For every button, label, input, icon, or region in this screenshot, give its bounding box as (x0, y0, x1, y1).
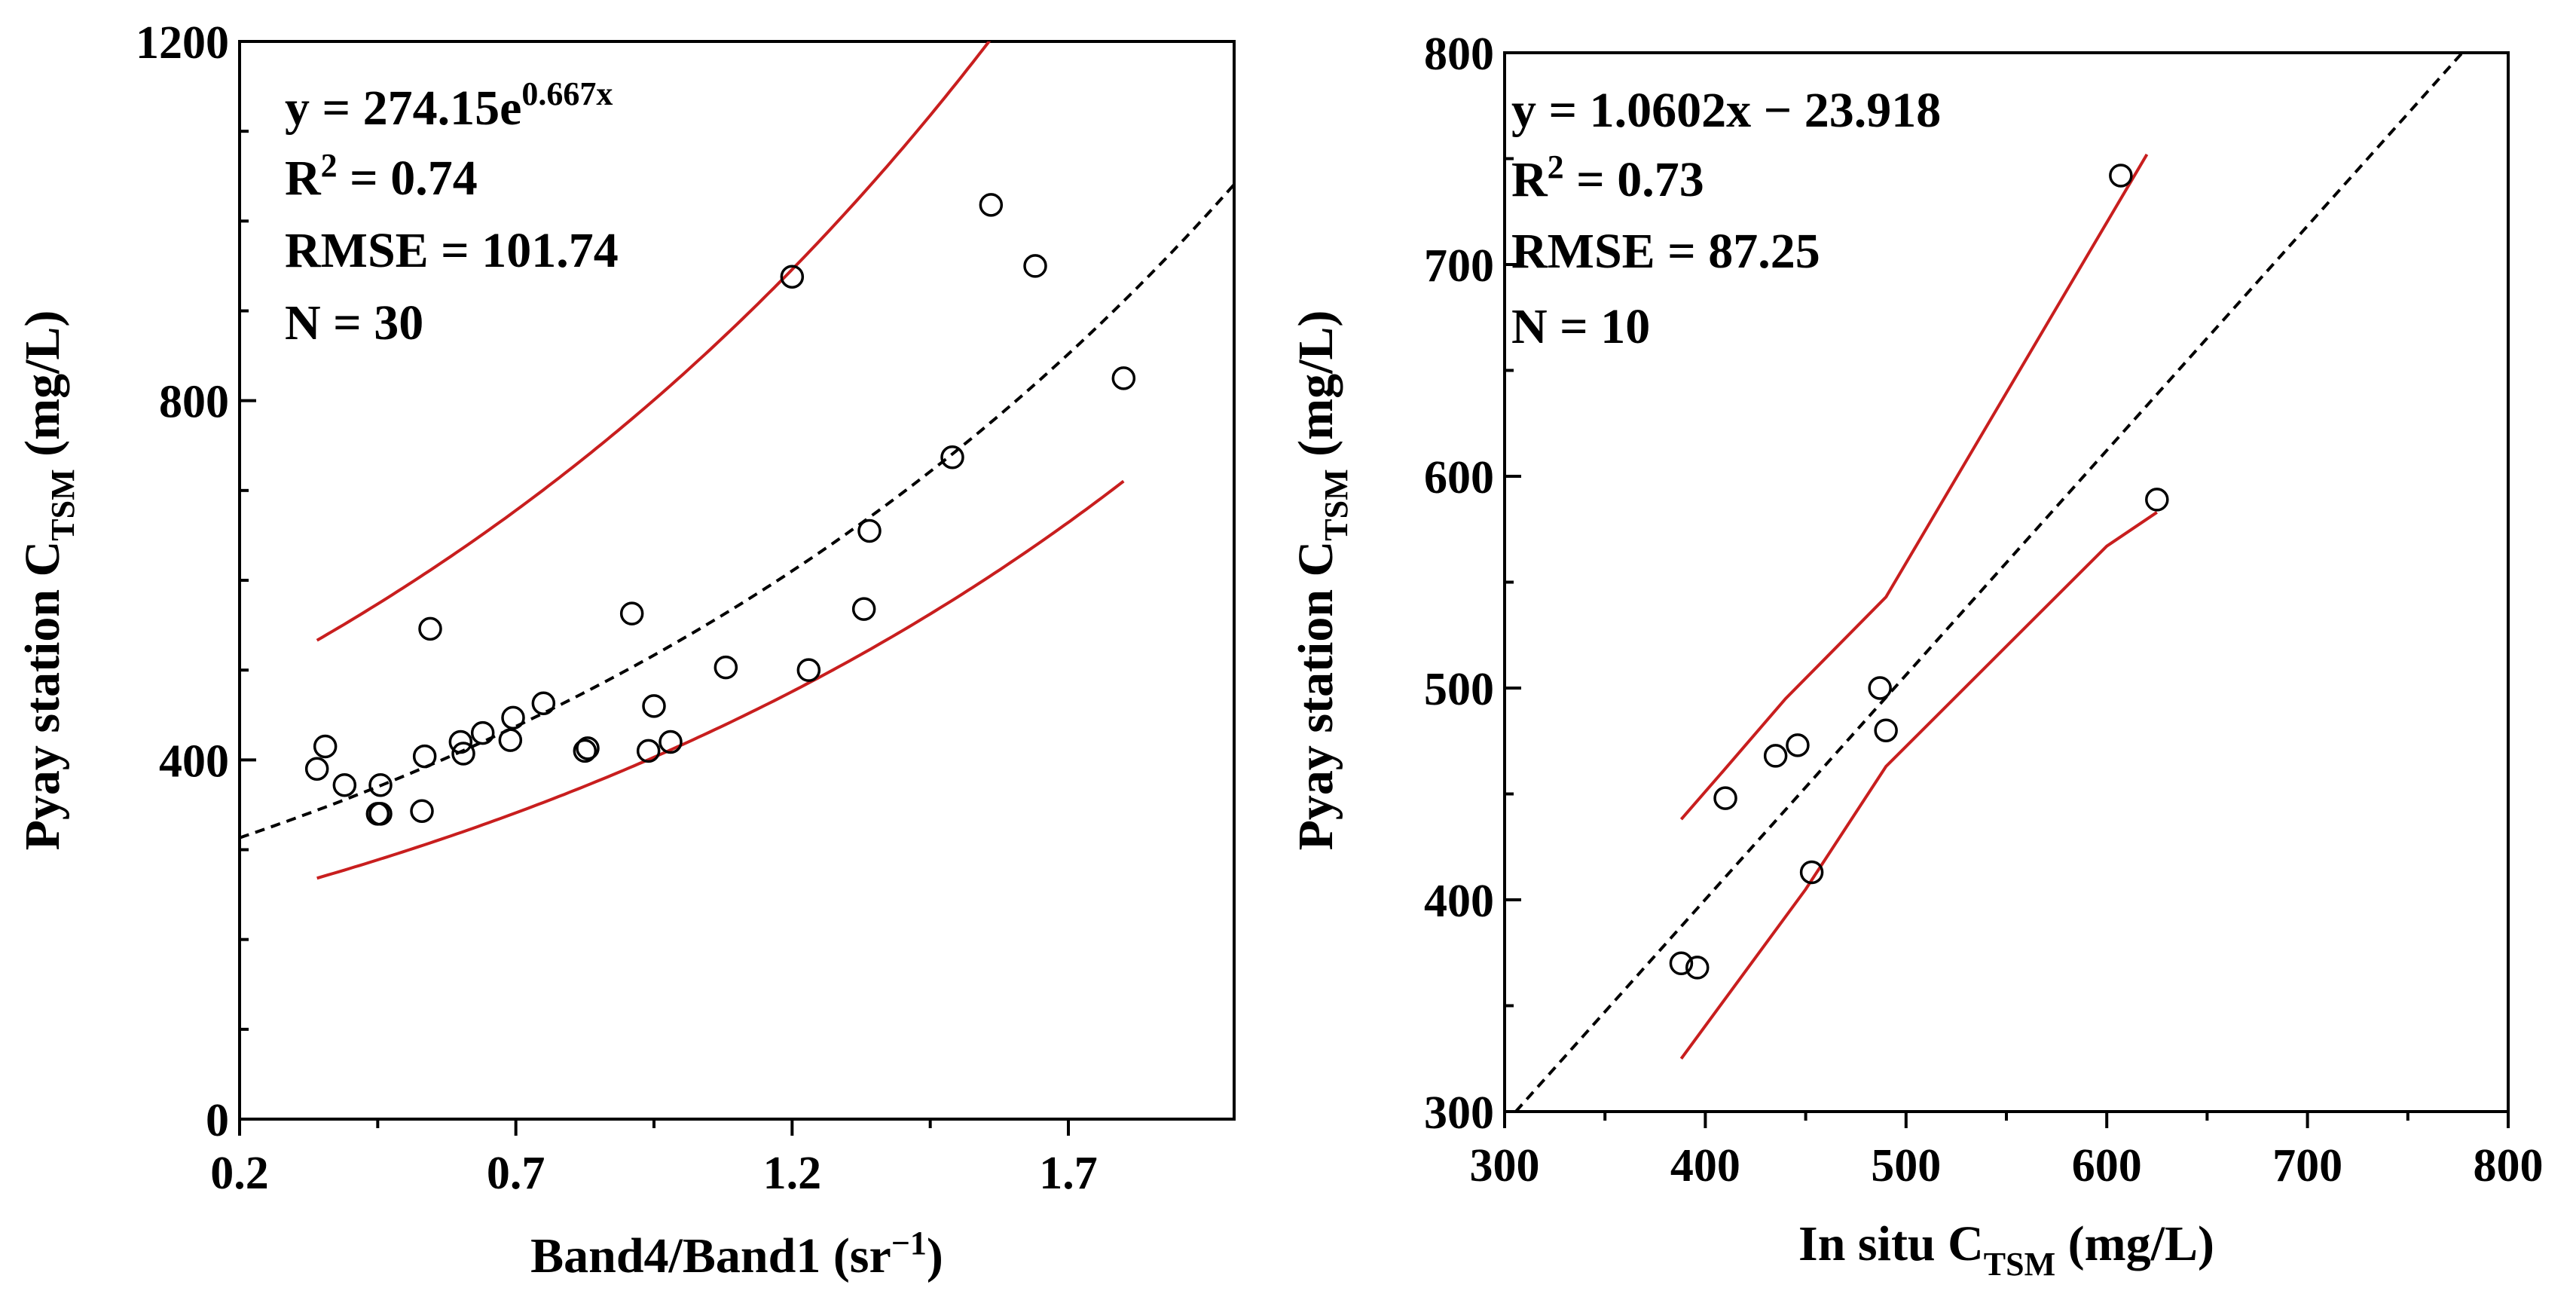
data-point (2109, 164, 2133, 188)
data-point (940, 445, 964, 470)
data-point (451, 742, 475, 766)
data-point (470, 720, 495, 745)
data-point (1713, 786, 1737, 810)
left-fit-curve (240, 183, 1234, 840)
data-point (1669, 951, 1694, 976)
data-point (410, 799, 434, 824)
data-point (1111, 366, 1136, 390)
right-r-squared: R2 = 0.73 (1511, 148, 1704, 207)
right-x-axis-title: In situ CTSM (mg/L) (1798, 1216, 2214, 1283)
x-tick-label: 1.7 (1039, 1148, 1098, 1199)
left-lower-band (316, 479, 1125, 880)
data-point (979, 193, 1004, 217)
data-point (368, 772, 393, 797)
right-data-points (1669, 164, 2169, 980)
data-point (796, 658, 821, 682)
left-x-axis-title: Band4/Band1 (sr−1) (530, 1225, 943, 1283)
left-rmse: RMSE = 101.74 (285, 223, 619, 278)
left-tick-labels: 0.2 0.7 1.2 1.7 0 400 800 1200 (136, 17, 1098, 1199)
right-fit-line (1514, 53, 2464, 1112)
right-plot-frame (1503, 51, 2510, 1113)
x-tick-label: 0.7 (487, 1148, 545, 1199)
data-point (501, 705, 525, 730)
left-y-axis-title: Pyay station CTSM (mg/L) (15, 310, 81, 851)
y-tick-label: 1200 (136, 17, 229, 69)
data-point (2145, 488, 2169, 512)
x-tick-label: 700 (2272, 1140, 2342, 1191)
data-point (619, 601, 644, 626)
y-tick-label: 500 (1424, 664, 1494, 715)
left-n: N = 30 (285, 295, 423, 350)
data-point (304, 757, 329, 781)
left-r-squared: R2 = 0.74 (285, 147, 478, 206)
data-point (851, 597, 876, 621)
data-point (857, 518, 882, 543)
data-point (531, 691, 556, 716)
data-point (368, 802, 393, 826)
left-upper-band (316, 41, 992, 642)
x-tick-label: 1.2 (763, 1148, 822, 1199)
y-tick-label: 700 (1424, 240, 1494, 292)
left-fit-curve-group (240, 183, 1234, 840)
data-point (714, 655, 738, 680)
y-tick-label: 800 (1424, 29, 1494, 80)
left-equation: y = 274.15e0.667x (285, 75, 613, 136)
left-data-points (304, 193, 1136, 826)
right-axis-ticks (1503, 51, 2510, 1128)
x-tick-label: 500 (1871, 1140, 1941, 1191)
data-point (418, 616, 442, 641)
data-point (1799, 860, 1824, 885)
y-tick-label: 400 (159, 736, 229, 787)
right-y-axis-title: Pyay station CTSM (mg/L) (1288, 310, 1355, 851)
data-point (642, 694, 666, 718)
data-point (780, 265, 805, 289)
right-upper-band (1679, 153, 2149, 821)
x-tick-label: 400 (1670, 1140, 1740, 1191)
data-point (448, 729, 473, 754)
data-point (332, 772, 357, 797)
left-panel: 0.2 0.7 1.2 1.7 0 400 800 1200 y = 274.15e0.667… (15, 17, 1236, 1283)
y-tick-label: 400 (1424, 876, 1494, 927)
right-lower-band (1679, 511, 2158, 1060)
x-tick-label: 800 (2474, 1140, 2544, 1191)
data-point (636, 739, 661, 763)
left-prediction-bands (316, 41, 1125, 880)
data-point (1023, 254, 1047, 278)
right-n: N = 10 (1511, 299, 1650, 354)
right-rmse: RMSE = 87.25 (1511, 224, 1820, 279)
x-tick-label: 300 (1470, 1140, 1540, 1191)
data-point (659, 729, 683, 754)
data-point (573, 739, 597, 763)
right-panel: 300 400 500 600 700 800 300 400 500 600 700 800 y =… (1288, 29, 2544, 1283)
y-tick-label: 300 (1424, 1087, 1494, 1139)
data-point (576, 736, 600, 760)
data-point (498, 728, 523, 752)
y-tick-label: 600 (1424, 452, 1494, 503)
x-tick-label: 0.2 (210, 1148, 269, 1199)
data-point (1786, 733, 1810, 757)
left-equation-exponent: 0.667x (521, 75, 613, 112)
right-fit-line-group (1514, 53, 2464, 1112)
data-point (313, 734, 338, 759)
x-tick-label: 600 (2072, 1140, 2142, 1191)
data-point (412, 744, 437, 769)
data-point (1763, 744, 1788, 768)
data-point (1685, 956, 1710, 980)
data-point (1874, 718, 1898, 742)
right-prediction-bands (1679, 153, 2158, 1060)
right-tick-labels: 300 400 500 600 700 800 300 400 500 600 700 800 (1424, 29, 2544, 1191)
y-tick-label: 800 (159, 377, 229, 428)
data-point (1868, 676, 1892, 700)
left-equation-base: y = 274.15e (285, 81, 521, 136)
right-equation: y = 1.0602x − 23.918 (1511, 83, 1941, 138)
y-tick-label: 0 (206, 1095, 229, 1146)
left-axis-ticks (238, 40, 1070, 1136)
